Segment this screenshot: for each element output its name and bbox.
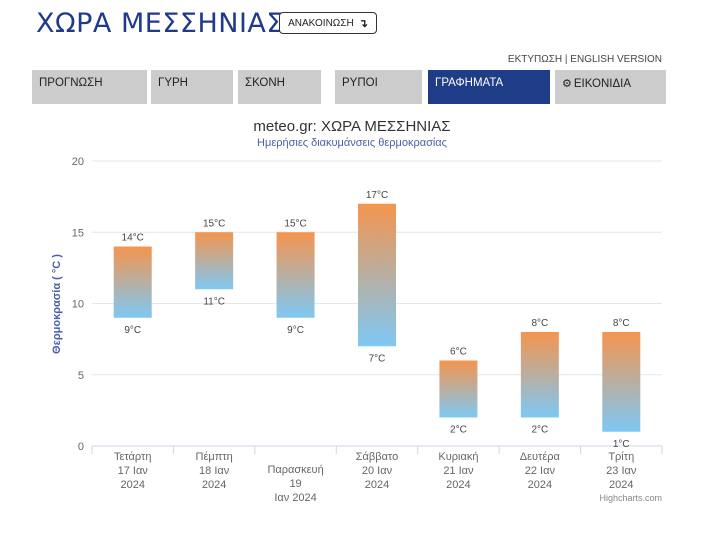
temp-range-bar xyxy=(358,203,396,347)
tab-forecast[interactable]: ΠΡΟΓΝΩΣΗ xyxy=(32,70,147,104)
temp-range-bar xyxy=(439,360,478,418)
y-tick-label: 5 xyxy=(78,370,84,382)
y-tick-label: 0 xyxy=(78,441,84,453)
low-label: 9°C xyxy=(124,325,141,336)
x-tick-label: Παρασκευή xyxy=(267,464,323,476)
x-tick-label: Δευτέρα xyxy=(520,451,561,463)
tab-label: ΠΡΟΓΝΩΣΗ xyxy=(39,77,103,89)
temp-range-bar xyxy=(113,246,152,318)
x-tick-label: 19 xyxy=(289,478,301,490)
gear-icon: ⚙ xyxy=(562,78,572,90)
credits[interactable]: Highcharts.com xyxy=(599,493,662,503)
low-label: 7°C xyxy=(369,353,386,364)
data-labels: 14°C 9°C 15°C 11°C 15°C 9°C 17°C 7°C 6°C 2°C 8°C 2°… xyxy=(122,190,630,450)
chart-title: meteo.gr: ΧΩΡΑ ΜΕΣΣΗΝΙΑΣ xyxy=(253,118,450,135)
x-tick-label: Ιαν 2024 xyxy=(274,492,316,504)
x-tick-label: Κυριακή xyxy=(438,451,478,463)
x-tick-label: 17 Ιαν xyxy=(118,465,149,477)
tab-icons[interactable]: ⚙ ΕΙΚΟΝΙΔΙΑ xyxy=(555,70,666,104)
announcement-button[interactable]: ΑΝΑΚΟΙΝΩΣΗ ↴ xyxy=(279,12,377,34)
x-tick-label: 20 Ιαν xyxy=(362,465,393,477)
x-axis: Τετάρτη 17 Ιαν 2024 Πέμπτη 18 Ιαν 2024 Παρασκε… xyxy=(91,446,663,504)
tab-label: ΕΙΚΟΝΙΔΙΑ xyxy=(573,78,632,90)
x-tick-label: 2024 xyxy=(202,479,226,491)
x-tick-label: 22 Ιαν xyxy=(525,465,556,477)
temp-range-bar xyxy=(195,232,234,290)
link-separator: | xyxy=(564,54,568,65)
x-tick-label: Σάββατο xyxy=(356,451,398,463)
tab-dust[interactable]: ΣΚΟΝΗ xyxy=(238,70,321,104)
tab-pollen[interactable]: ΓΥΡΗ xyxy=(151,70,233,104)
x-tick-label: 2024 xyxy=(609,479,633,491)
high-label: 15°C xyxy=(284,218,306,229)
high-label: 8°C xyxy=(613,318,630,329)
x-tick-label: 2024 xyxy=(446,479,470,491)
x-tick-label: 21 Ιαν xyxy=(443,465,474,477)
arrow-down-icon: ↴ xyxy=(358,17,368,30)
y-axis-title: Θερμοκρασία ( °C ) xyxy=(51,254,63,354)
temp-range-bar xyxy=(276,232,315,318)
series-bars xyxy=(113,203,641,432)
high-label: 17°C xyxy=(366,190,388,201)
chart-subtitle: Ημερήσιες διακυμάνσεις θερμοκρασίας xyxy=(257,137,447,149)
tab-label: ΓΡΑΦΗΜΑΤΑ xyxy=(435,77,504,89)
high-label: 15°C xyxy=(203,218,225,229)
y-tick-label: 20 xyxy=(72,156,84,168)
tab-pollutants[interactable]: ΡΥΠΟΙ xyxy=(335,70,422,104)
low-label: 11°C xyxy=(203,296,225,307)
low-label: 2°C xyxy=(531,425,548,436)
x-tick-label: 2024 xyxy=(120,479,144,491)
temp-range-bar xyxy=(520,332,559,418)
y-tick-label: 15 xyxy=(72,227,84,239)
page-title: ΧΩΡΑ ΜΕΣΣΗΝΙΑΣ xyxy=(36,8,284,39)
x-tick-label: Πέμπτη xyxy=(196,451,233,463)
tab-charts[interactable]: ΓΡΑΦΗΜΑΤΑ xyxy=(428,70,550,104)
top-links: ΕΚΤΥΠΩΣΗ | ENGLISH VERSION xyxy=(508,54,662,65)
x-tick-label: Τετάρτη xyxy=(114,451,152,463)
tab-label: ΡΥΠΟΙ xyxy=(342,77,378,89)
english-version-link[interactable]: ENGLISH VERSION xyxy=(570,54,662,65)
tab-label: ΣΚΟΝΗ xyxy=(245,77,285,89)
x-tick-label: 23 Ιαν xyxy=(606,465,637,477)
x-tick-label: 18 Ιαν xyxy=(199,465,230,477)
high-label: 8°C xyxy=(531,318,548,329)
x-tick-label: 2024 xyxy=(365,479,389,491)
x-tick-label: Τρίτη xyxy=(608,451,634,463)
nav-tabs: ΠΡΟΓΝΩΣΗ ΓΥΡΗ ΣΚΟΝΗ ΡΥΠΟΙ ΓΡΑΦΗΜΑΤΑ ⚙ ΕΙΚ… xyxy=(32,70,666,104)
low-label: 1°C xyxy=(613,439,630,450)
temp-range-bar xyxy=(602,332,641,432)
high-label: 14°C xyxy=(122,233,144,244)
x-tick-label: 2024 xyxy=(528,479,552,491)
high-label: 6°C xyxy=(450,347,467,358)
tab-label: ΓΥΡΗ xyxy=(158,77,188,89)
low-label: 9°C xyxy=(287,325,304,336)
announcement-label: ΑΝΑΚΟΙΝΩΣΗ xyxy=(288,17,354,29)
print-link[interactable]: ΕΚΤΥΠΩΣΗ xyxy=(507,54,563,65)
low-label: 2°C xyxy=(450,425,467,436)
y-tick-label: 10 xyxy=(72,299,84,311)
